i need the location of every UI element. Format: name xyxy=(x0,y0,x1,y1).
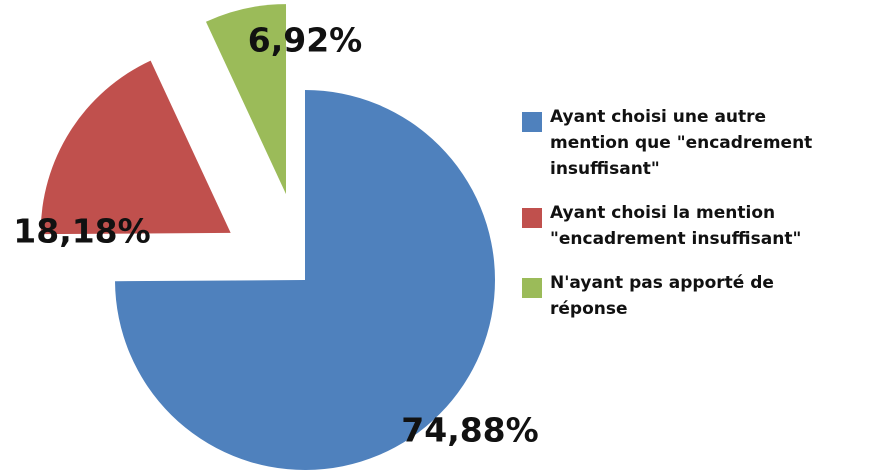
pie-slice xyxy=(115,90,495,470)
legend-item: Ayant choisi une autre mention que "enca… xyxy=(522,104,872,182)
data-label: 18,18% xyxy=(13,212,150,251)
legend-swatch xyxy=(522,208,542,228)
legend-swatch xyxy=(522,278,542,298)
legend-item: N'ayant pas apporté de réponse xyxy=(522,270,872,322)
pie-slice xyxy=(205,4,287,195)
pie-slice xyxy=(40,60,231,235)
legend-label: Ayant choisi une autre mention que "enca… xyxy=(550,107,813,179)
data-label: 6,92% xyxy=(248,21,363,60)
legend-label: N'ayant pas apporté de réponse xyxy=(550,273,774,319)
data-label: 74,88% xyxy=(401,411,538,450)
legend-swatch xyxy=(522,112,542,132)
legend-label: Ayant choisi la mention "encadrement ins… xyxy=(550,203,802,249)
legend: Ayant choisi une autre mention que "enca… xyxy=(522,104,872,340)
legend-item: Ayant choisi la mention "encadrement ins… xyxy=(522,200,872,252)
